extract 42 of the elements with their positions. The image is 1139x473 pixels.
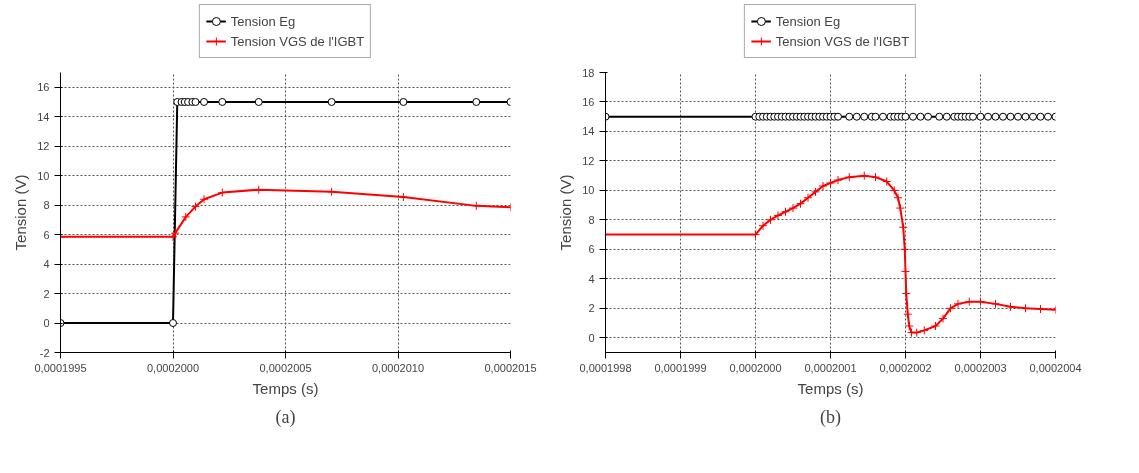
x-tick-label: 0,0002005: [259, 361, 312, 374]
legend-label: Tension Eg: [775, 13, 841, 29]
x-tick-label: 0,0002015: [484, 361, 537, 374]
x-tick-label: 0,0002002: [879, 361, 932, 374]
y-tick-label: 4: [43, 258, 50, 271]
y-tick-label: 6: [43, 228, 50, 241]
x-tick-label: 0,0001998: [579, 361, 632, 374]
text: (a): [275, 406, 296, 428]
x-tick-label: 0,0002000: [729, 361, 782, 374]
text: (b): [820, 406, 842, 428]
x-axis-title: Temps (s): [252, 379, 319, 397]
y-tick-label: 18: [582, 66, 595, 79]
x-tick-label: 0,0001999: [654, 361, 707, 374]
legend-label: Tension Eg: [230, 13, 296, 29]
legend-label: Tension VGS de l'IGBT: [230, 33, 365, 49]
y-tick-label: 0: [43, 317, 50, 330]
y-tick-label: 10: [37, 169, 50, 182]
y-tick-label: 2: [43, 287, 50, 300]
y-tick-label: 8: [43, 199, 50, 212]
x-tick-label: 0,0002004: [1029, 361, 1082, 374]
x-tick-label: 0,0002000: [147, 361, 199, 374]
y-tick-label: 14: [37, 110, 50, 123]
x-tick-label: 0,0001995: [34, 361, 87, 374]
x-tick-label: 0,0002001: [804, 361, 857, 374]
y-tick-label: 16: [582, 95, 595, 108]
legend-label: Tension VGS de l'IGBT: [775, 33, 910, 49]
y-tick-label: -2: [39, 346, 50, 359]
y-tick-label: 6: [588, 243, 595, 256]
y-tick-label: 4: [588, 272, 595, 285]
y-tick-label: 10: [582, 184, 595, 197]
y-tick-label: 14: [582, 125, 595, 138]
x-axis-title: Temps (s): [797, 379, 864, 397]
y-tick-label: 12: [37, 140, 50, 153]
y-tick-label: 0: [588, 331, 595, 344]
x-tick-label: 0,0002010: [372, 361, 424, 374]
y-tick-label: 12: [582, 154, 595, 167]
y-tick-label: 16: [37, 81, 50, 94]
y-axis-title: Tension (V): [557, 174, 575, 251]
y-tick-label: 8: [588, 213, 595, 226]
y-tick-label: 2: [588, 302, 595, 315]
y-axis-title: Tension (V): [12, 174, 30, 251]
x-tick-label: 0,0002003: [954, 361, 1007, 374]
